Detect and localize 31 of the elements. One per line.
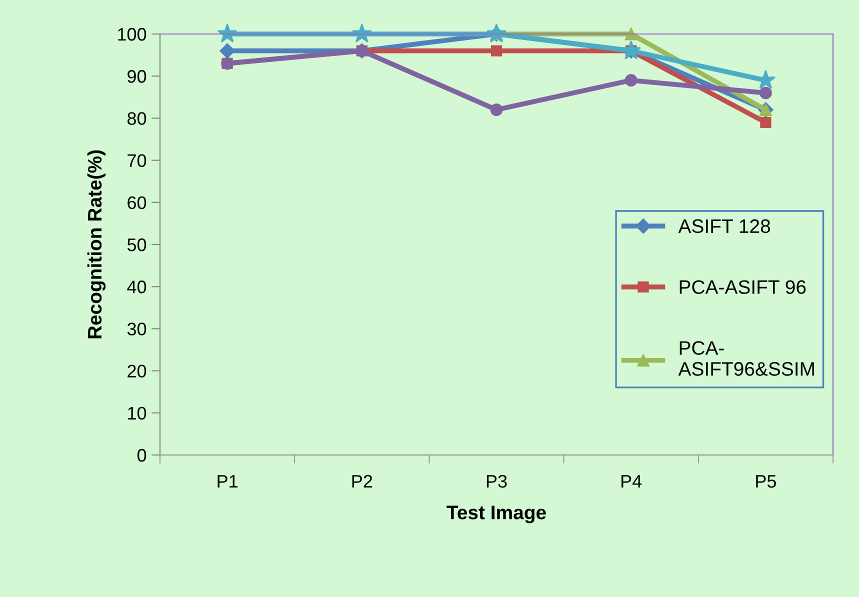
point (624, 28, 638, 40)
y-tick-label: 0 (137, 448, 146, 462)
y-tick-label: 40 (127, 280, 146, 294)
y-tick-label: 80 (128, 112, 146, 125)
x-tick-label: P3 (486, 474, 507, 488)
legend-label: PCA- ASIFT96&SSIM (678, 341, 814, 376)
x-tick-label: P2 (352, 474, 372, 488)
point (760, 116, 772, 128)
x-tick-label: P5 (756, 475, 776, 488)
y-axis-title: Recognition Rate(%) (87, 150, 106, 338)
point (217, 24, 238, 43)
point (220, 43, 235, 58)
y-tick-label: 30 (127, 322, 146, 336)
point (490, 104, 503, 116)
legend-label: PCA-ASIFT 96 (680, 280, 806, 294)
point (490, 45, 502, 56)
y-tick-label: 10 (128, 406, 146, 420)
y-tick-label: 60 (128, 196, 146, 210)
point (352, 24, 372, 43)
y-tick-label: 20 (128, 364, 146, 378)
x-axis-title: Test Image (446, 506, 546, 524)
x-tick-label: P4 (622, 475, 642, 488)
y-tick-label: 90 (128, 70, 146, 83)
x-tick-label: P1 (218, 475, 238, 488)
y-tick-label: 50 (127, 238, 146, 252)
y-tick-label: 70 (128, 154, 146, 168)
legend-label: ASIFT 128 (678, 219, 770, 234)
y-tick-label: 100 (118, 28, 146, 41)
point (621, 40, 642, 60)
point (624, 74, 638, 87)
point (759, 86, 772, 100)
